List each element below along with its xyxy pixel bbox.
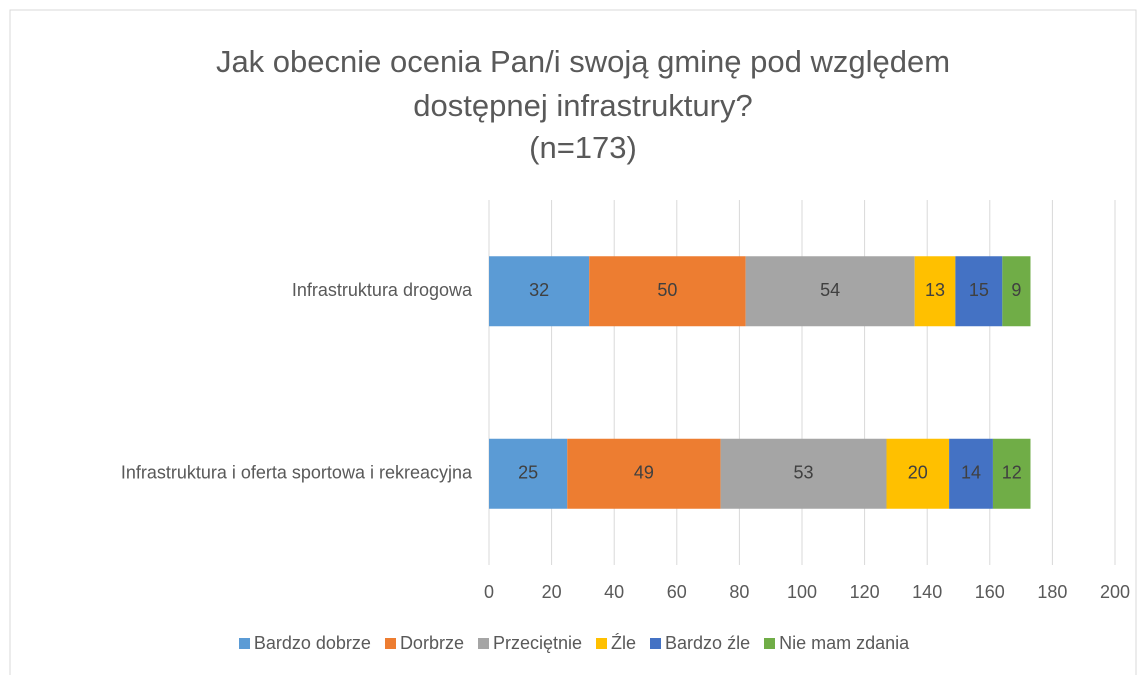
chart-border [9,9,1137,675]
legend-label: Bardzo źle [665,633,751,653]
x-tick-label: 160 [975,582,1005,602]
data-label: 50 [657,280,677,300]
legend-swatch [596,638,608,649]
bar-segment [489,438,568,509]
legend-label: Nie mam zdania [779,633,910,653]
legend-swatch [238,638,250,649]
x-tick-label: 0 [484,582,494,602]
legend-label: Źle [611,633,637,653]
data-label: 14 [961,463,981,483]
data-label: 32 [529,280,549,300]
data-label: 15 [969,280,989,300]
bar-segment [992,438,1031,509]
bar-segment [949,438,993,509]
data-label: 9 [1011,280,1021,300]
x-tick-label: 20 [542,582,562,602]
category-label: Infrastruktura drogowa [292,280,473,300]
data-label: 53 [794,463,814,483]
legend-item: Przeciętnie [477,633,583,654]
legend-swatch [384,638,396,649]
category-label: Infrastruktura i oferta sportowa i rekre… [121,463,473,483]
legend-item: Bardzo źle [650,633,750,654]
chart-subtitle: (n=173) [529,130,637,165]
data-label: 13 [925,280,945,300]
bar-segment [489,256,590,327]
legend-label: Dorbrze [399,633,464,653]
x-tick-label: 80 [729,582,749,602]
bar-segment [745,256,915,327]
data-label: 25 [518,463,538,483]
legend-swatch [764,638,776,649]
bar-segment [886,438,950,509]
legend-swatch [650,638,662,649]
x-tick-label: 180 [1037,582,1067,602]
bar-segment [955,256,1003,327]
bar-segment [567,438,721,509]
x-tick-label: 140 [912,582,942,602]
legend-item: Dorbrze [384,633,464,654]
x-tick-label: 200 [1100,582,1130,602]
legend: Bardzo dobrze Dorbrze Przeciętnie Źle Bardzo… [0,633,1148,654]
bar-segment [914,256,956,327]
chart-title: Jak obecnie ocenia Pan/i swoją gminę pod… [215,44,951,123]
x-tick-label: 120 [850,582,880,602]
legend-swatch [477,638,489,649]
x-tick-label: 40 [604,582,624,602]
bar-segment [720,438,887,509]
legend-label: Przeciętnie [492,633,583,653]
data-label: 12 [1002,463,1022,483]
legend-label: Bardzo dobrze [253,633,371,653]
data-label: 54 [820,280,840,300]
data-label: 49 [634,463,654,483]
x-tick-label: 100 [787,582,817,602]
bar-segment [1002,256,1031,327]
x-tick-label: 60 [667,582,687,602]
legend-item: Nie mam zdania [764,633,909,654]
bar-segment [589,256,746,327]
legend-item: Bardzo dobrze [238,633,371,654]
data-label: 20 [908,463,928,483]
legend-item: Źle [596,633,636,654]
